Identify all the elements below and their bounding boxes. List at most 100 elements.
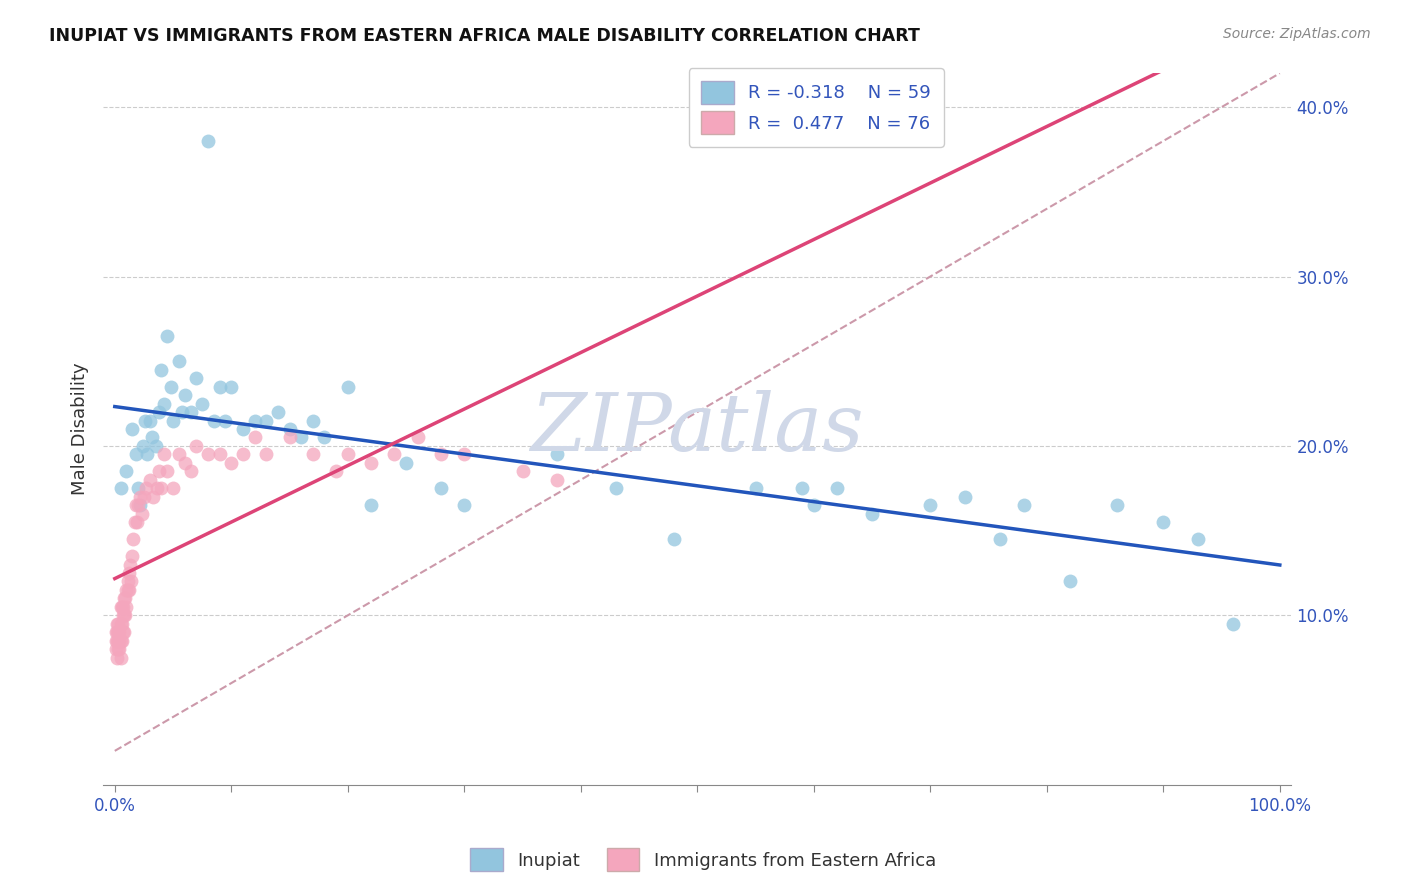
Point [111, 599, 134, 614]
Point [104, 625, 127, 640]
Point [430, 481, 453, 495]
Text: Source: ZipAtlas.com: Source: ZipAtlas.com [1223, 27, 1371, 41]
Point [114, 608, 136, 623]
Point [173, 456, 195, 470]
Point [186, 439, 208, 453]
Point [159, 379, 181, 393]
Point [141, 430, 163, 444]
Point [115, 582, 138, 597]
Point [122, 532, 145, 546]
Point [202, 413, 225, 427]
Point [129, 498, 152, 512]
Point [825, 481, 848, 495]
Point [384, 447, 406, 461]
Point [152, 447, 174, 461]
Point [243, 430, 266, 444]
Point [110, 650, 132, 665]
Point [131, 507, 153, 521]
Point [314, 430, 336, 444]
Point [453, 498, 475, 512]
Point [111, 633, 134, 648]
Point [254, 413, 277, 427]
Point [150, 362, 173, 376]
Point [121, 422, 143, 436]
Point [110, 633, 132, 648]
Point [142, 490, 165, 504]
Point [162, 413, 184, 427]
Point [112, 608, 135, 623]
Point [108, 642, 131, 657]
Point [1152, 515, 1174, 529]
Point [114, 591, 136, 606]
Point [111, 608, 134, 623]
Point [301, 413, 323, 427]
Point [125, 515, 148, 529]
Point [453, 447, 475, 461]
Point [132, 490, 155, 504]
Point [219, 379, 242, 393]
Point [988, 532, 1011, 546]
Point [107, 616, 129, 631]
Point [104, 633, 127, 648]
Y-axis label: Male Disability: Male Disability [72, 363, 89, 495]
Point [395, 456, 418, 470]
Point [118, 558, 141, 572]
Point [301, 447, 323, 461]
Point [136, 447, 159, 461]
Point [162, 481, 184, 495]
Point [360, 456, 382, 470]
Point [104, 642, 127, 657]
Point [232, 447, 254, 461]
Point [112, 625, 135, 640]
Point [744, 481, 766, 495]
Point [920, 498, 942, 512]
Point [107, 642, 129, 657]
Point [105, 633, 128, 648]
Point [118, 582, 141, 597]
Point [267, 405, 290, 419]
Point [336, 379, 359, 393]
Point [148, 405, 170, 419]
Point [105, 650, 128, 665]
Point [107, 633, 129, 648]
Point [115, 464, 138, 478]
Point [117, 574, 139, 589]
Point [172, 405, 194, 419]
Point [254, 447, 277, 461]
Point [208, 379, 231, 393]
Point [167, 354, 190, 368]
Point [125, 498, 148, 512]
Point [430, 447, 453, 461]
Point [191, 396, 214, 410]
Point [860, 507, 883, 521]
Point [145, 439, 167, 453]
Point [803, 498, 825, 512]
Point [1222, 616, 1244, 631]
Point [278, 430, 301, 444]
Point [145, 481, 167, 495]
Point [167, 447, 190, 461]
Point [127, 498, 149, 512]
Point [662, 532, 685, 546]
Point [111, 616, 134, 631]
Text: ZIPatlas: ZIPatlas [530, 390, 865, 467]
Text: INUPIAT VS IMMIGRANTS FROM EASTERN AFRICA MALE DISABILITY CORRELATION CHART: INUPIAT VS IMMIGRANTS FROM EASTERN AFRIC… [49, 27, 920, 45]
Point [179, 464, 201, 478]
Point [132, 439, 155, 453]
Point [1012, 498, 1035, 512]
Point [150, 481, 173, 495]
Point [197, 134, 219, 148]
Point [1105, 498, 1128, 512]
Point [108, 625, 131, 640]
Point [115, 599, 138, 614]
Point [1059, 574, 1081, 589]
Point [1187, 532, 1209, 546]
Point [110, 481, 132, 495]
Point [219, 456, 242, 470]
Point [134, 413, 156, 427]
Point [186, 371, 208, 385]
Point [152, 396, 174, 410]
Point [110, 599, 132, 614]
Point [156, 464, 179, 478]
Point [129, 490, 152, 504]
